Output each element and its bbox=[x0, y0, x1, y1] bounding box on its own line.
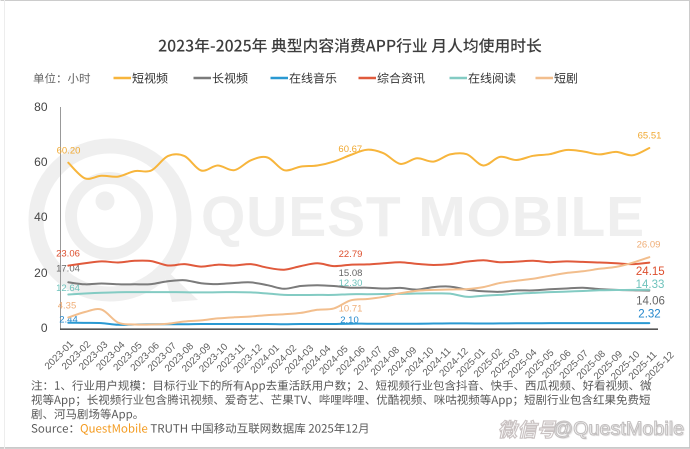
svg-text:14.06: 14.06 bbox=[636, 295, 665, 307]
svg-text:17.04: 17.04 bbox=[56, 263, 80, 274]
svg-text:23.06: 23.06 bbox=[56, 249, 80, 260]
svg-text:26.09: 26.09 bbox=[637, 239, 661, 250]
svg-text:24.15: 24.15 bbox=[636, 266, 665, 278]
svg-text:40: 40 bbox=[34, 210, 48, 224]
svg-text:12.30: 12.30 bbox=[339, 278, 363, 289]
svg-text:2.32: 2.32 bbox=[638, 308, 660, 320]
svg-text:10.71: 10.71 bbox=[339, 303, 363, 314]
svg-text:60.20: 60.20 bbox=[57, 145, 81, 156]
svg-text:80: 80 bbox=[34, 100, 48, 114]
svg-text:22.79: 22.79 bbox=[339, 249, 363, 260]
svg-text:2.44: 2.44 bbox=[59, 314, 78, 325]
svg-text:0: 0 bbox=[41, 321, 48, 335]
svg-text:14.33: 14.33 bbox=[636, 279, 665, 291]
svg-text:4.35: 4.35 bbox=[58, 301, 77, 312]
svg-text:15.08: 15.08 bbox=[339, 268, 363, 279]
svg-text:2.10: 2.10 bbox=[340, 315, 359, 326]
svg-text:12.64: 12.64 bbox=[56, 283, 80, 294]
svg-text:60.67: 60.67 bbox=[338, 144, 362, 155]
svg-text:QUEST MOBILE: QUEST MOBILE bbox=[201, 185, 645, 249]
svg-text:60: 60 bbox=[34, 155, 48, 169]
svg-text:65.51: 65.51 bbox=[638, 131, 662, 142]
svg-text:20: 20 bbox=[34, 266, 48, 280]
